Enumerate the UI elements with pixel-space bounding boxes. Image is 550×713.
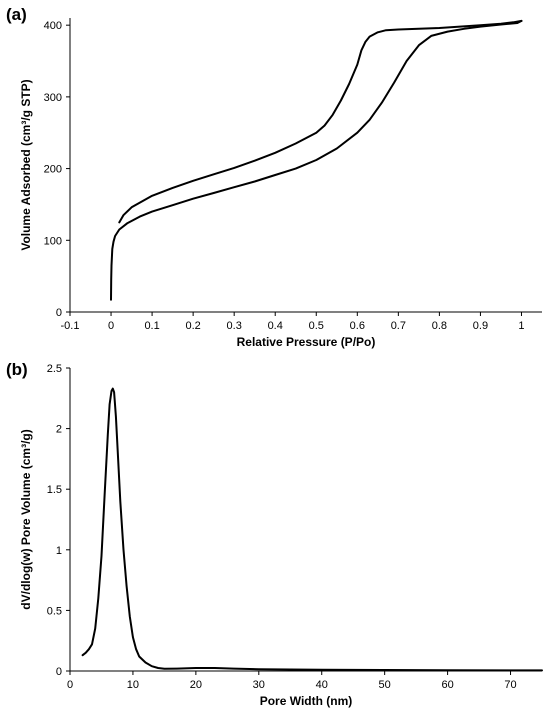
pore-y-ticks: 0 0.5 1 1.5 2 2.5 — [47, 363, 70, 678]
pore-y-tick-label: 1 — [56, 545, 62, 557]
isotherm-chart: (a) -0.1 0 0.1 0.2 0.3 0.4 0.5 0.6 0.7 0.8 0.9 1 01… — [6, 5, 542, 349]
isotherm-y-tick-label: 0 — [56, 307, 62, 319]
panel-a-label: (a) — [6, 5, 27, 24]
isotherm-x-tick-label: 0.2 — [185, 320, 200, 332]
isotherm-y-tick-label: 300 — [44, 92, 62, 104]
pore-distribution-chart: (b) 0 10 20 30 40 50 60 70 0 0.5 1 1.5 2 2.5 Pore Wi… — [6, 360, 543, 708]
pore-x-axis-title: Pore Width (nm) — [260, 694, 353, 708]
pore-x-tick-label: 10 — [127, 679, 139, 691]
pore-y-tick-label: 0 — [56, 666, 62, 678]
panel-b-label: (b) — [6, 360, 28, 379]
pore-y-tick-label: 0.5 — [47, 605, 62, 617]
isotherm-x-tick-label: 0.4 — [268, 320, 283, 332]
isotherm-series-line-desorption — [118, 19, 523, 224]
isotherm-y-ticks: 0 100 200 300 400 — [44, 20, 70, 319]
pore-y-tick-label: 1.5 — [47, 484, 62, 496]
pore-x-tick-label: 60 — [441, 679, 453, 691]
isotherm-y-tick-label: 400 — [44, 20, 62, 32]
pore-x-tick-label: 20 — [190, 679, 202, 691]
pore-x-ticks: 0 10 20 30 40 50 60 70 — [67, 671, 517, 691]
isotherm-y-tick-label: 100 — [44, 235, 62, 247]
pore-x-tick-label: 70 — [504, 679, 516, 691]
isotherm-x-axis-title: Relative Pressure (P/Po) — [237, 335, 376, 349]
pore-y-axis-title: dV/dlog(w) Pore Volume (cm³/g) — [19, 429, 33, 609]
pore-y-tick-label: 2.5 — [47, 363, 62, 375]
isotherm-x-tick-label: 0 — [108, 320, 114, 332]
isotherm-x-tick-label: 0.8 — [432, 320, 447, 332]
isotherm-x-tick-label: 0.1 — [144, 320, 159, 332]
pore-y-tick-label: 2 — [56, 424, 62, 436]
pore-x-tick-label: 0 — [67, 679, 73, 691]
isotherm-x-tick-label: 1 — [518, 320, 524, 332]
pore-curves — [81, 387, 543, 672]
pore-x-tick-label: 30 — [253, 679, 265, 691]
pore-x-tick-label: 50 — [379, 679, 391, 691]
isotherm-curves — [110, 19, 523, 301]
isotherm-x-ticks: -0.1 0 0.1 0.2 0.3 0.4 0.5 0.6 0.7 0.8 0.9 1 — [61, 312, 525, 332]
isotherm-x-tick-label: 0.6 — [350, 320, 365, 332]
isotherm-y-tick-label: 200 — [44, 164, 62, 176]
isotherm-x-tick-label: 0.9 — [473, 320, 488, 332]
isotherm-x-tick-label: 0.3 — [227, 320, 242, 332]
pore-x-tick-label: 40 — [316, 679, 328, 691]
isotherm-x-tick-label: -0.1 — [61, 320, 80, 332]
pore-series-line-0 — [81, 387, 543, 672]
isotherm-x-tick-label: 0.5 — [309, 320, 324, 332]
isotherm-x-tick-label: 0.7 — [391, 320, 406, 332]
isotherm-series-line-adsorption — [110, 19, 523, 301]
isotherm-y-axis-title: Volume Adsorbed (cm³/g STP) — [19, 79, 33, 250]
